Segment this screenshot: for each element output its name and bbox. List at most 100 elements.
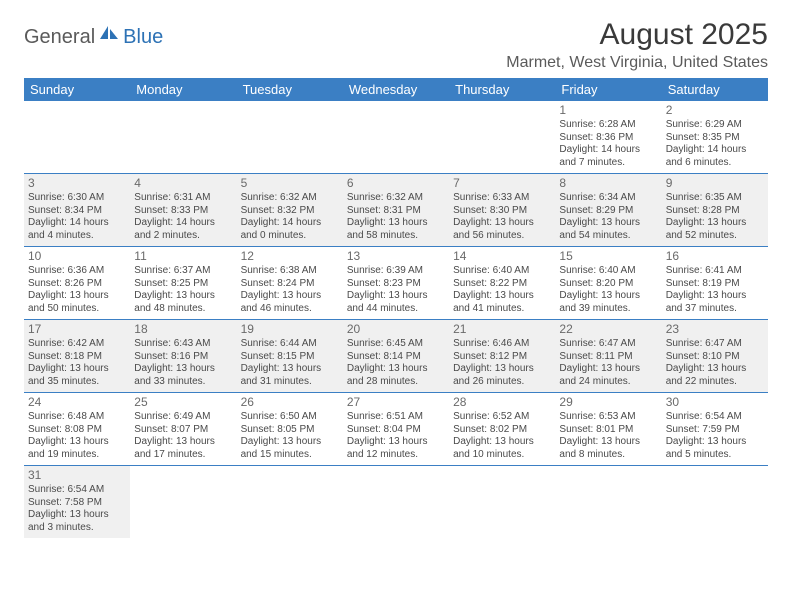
day-sunset: Sunset: 8:16 PM	[134, 351, 232, 364]
day-number: 14	[453, 249, 551, 264]
day-number: 22	[559, 322, 657, 337]
day-daylight1: Daylight: 13 hours	[241, 436, 339, 449]
day-daylight1: Daylight: 13 hours	[28, 363, 126, 376]
empty-cell	[237, 466, 343, 538]
day-cell: 5Sunrise: 6:32 AMSunset: 8:32 PMDaylight…	[237, 174, 343, 246]
day-cell: 7Sunrise: 6:33 AMSunset: 8:30 PMDaylight…	[449, 174, 555, 246]
day-daylight2: and 48 minutes.	[134, 303, 232, 316]
day-daylight1: Daylight: 13 hours	[666, 436, 764, 449]
day-header: Saturday	[662, 78, 768, 101]
day-sunrise: Sunrise: 6:40 AM	[453, 265, 551, 278]
day-sunrise: Sunrise: 6:42 AM	[28, 338, 126, 351]
day-daylight1: Daylight: 13 hours	[453, 290, 551, 303]
day-cell: 6Sunrise: 6:32 AMSunset: 8:31 PMDaylight…	[343, 174, 449, 246]
day-number: 6	[347, 176, 445, 191]
day-number: 5	[241, 176, 339, 191]
day-daylight1: Daylight: 13 hours	[347, 217, 445, 230]
empty-cell	[555, 466, 661, 538]
day-cell: 11Sunrise: 6:37 AMSunset: 8:25 PMDayligh…	[130, 247, 236, 319]
day-sunset: Sunset: 8:30 PM	[453, 205, 551, 218]
day-number: 4	[134, 176, 232, 191]
day-cell: 23Sunrise: 6:47 AMSunset: 8:10 PMDayligh…	[662, 320, 768, 392]
logo-text-general: General	[24, 26, 95, 49]
day-daylight2: and 22 minutes.	[666, 376, 764, 389]
day-cell: 28Sunrise: 6:52 AMSunset: 8:02 PMDayligh…	[449, 393, 555, 465]
day-cell: 4Sunrise: 6:31 AMSunset: 8:33 PMDaylight…	[130, 174, 236, 246]
day-sunset: Sunset: 8:23 PM	[347, 278, 445, 291]
day-sunset: Sunset: 7:58 PM	[28, 497, 126, 510]
day-daylight1: Daylight: 13 hours	[347, 363, 445, 376]
day-daylight2: and 37 minutes.	[666, 303, 764, 316]
day-cell: 10Sunrise: 6:36 AMSunset: 8:26 PMDayligh…	[24, 247, 130, 319]
day-daylight1: Daylight: 13 hours	[559, 436, 657, 449]
day-sunset: Sunset: 8:10 PM	[666, 351, 764, 364]
day-cell: 17Sunrise: 6:42 AMSunset: 8:18 PMDayligh…	[24, 320, 130, 392]
day-cell: 26Sunrise: 6:50 AMSunset: 8:05 PMDayligh…	[237, 393, 343, 465]
day-number: 31	[28, 468, 126, 483]
day-number: 27	[347, 395, 445, 410]
day-sunrise: Sunrise: 6:47 AM	[559, 338, 657, 351]
day-cell: 15Sunrise: 6:40 AMSunset: 8:20 PMDayligh…	[555, 247, 661, 319]
day-sunset: Sunset: 8:22 PM	[453, 278, 551, 291]
day-cell: 19Sunrise: 6:44 AMSunset: 8:15 PMDayligh…	[237, 320, 343, 392]
day-sunrise: Sunrise: 6:32 AM	[241, 192, 339, 205]
day-daylight2: and 3 minutes.	[28, 522, 126, 535]
day-number: 10	[28, 249, 126, 264]
day-number: 2	[666, 103, 764, 118]
day-number: 26	[241, 395, 339, 410]
day-cell: 8Sunrise: 6:34 AMSunset: 8:29 PMDaylight…	[555, 174, 661, 246]
day-sunrise: Sunrise: 6:53 AM	[559, 411, 657, 424]
day-daylight2: and 6 minutes.	[666, 157, 764, 170]
day-number: 23	[666, 322, 764, 337]
day-daylight1: Daylight: 13 hours	[559, 363, 657, 376]
empty-cell	[343, 466, 449, 538]
day-number: 1	[559, 103, 657, 118]
day-sunrise: Sunrise: 6:41 AM	[666, 265, 764, 278]
day-sunrise: Sunrise: 6:33 AM	[453, 192, 551, 205]
day-daylight2: and 4 minutes.	[28, 230, 126, 243]
day-sunset: Sunset: 8:05 PM	[241, 424, 339, 437]
day-daylight2: and 5 minutes.	[666, 449, 764, 462]
day-cell: 16Sunrise: 6:41 AMSunset: 8:19 PMDayligh…	[662, 247, 768, 319]
empty-cell	[449, 466, 555, 538]
calendar-page: General Blue August 2025 Marmet, West Vi…	[0, 0, 792, 556]
day-daylight2: and 41 minutes.	[453, 303, 551, 316]
day-number: 30	[666, 395, 764, 410]
day-daylight2: and 17 minutes.	[134, 449, 232, 462]
day-number: 8	[559, 176, 657, 191]
day-daylight2: and 24 minutes.	[559, 376, 657, 389]
day-daylight2: and 8 minutes.	[559, 449, 657, 462]
day-sunset: Sunset: 8:33 PM	[134, 205, 232, 218]
day-header: Thursday	[449, 78, 555, 101]
day-daylight1: Daylight: 14 hours	[134, 217, 232, 230]
day-cell: 2Sunrise: 6:29 AMSunset: 8:35 PMDaylight…	[662, 101, 768, 173]
day-number: 16	[666, 249, 764, 264]
day-sunset: Sunset: 8:14 PM	[347, 351, 445, 364]
day-cell: 9Sunrise: 6:35 AMSunset: 8:28 PMDaylight…	[662, 174, 768, 246]
week-row: 1Sunrise: 6:28 AMSunset: 8:36 PMDaylight…	[24, 101, 768, 174]
day-sunrise: Sunrise: 6:49 AM	[134, 411, 232, 424]
location-subtitle: Marmet, West Virginia, United States	[506, 54, 768, 72]
title-block: August 2025 Marmet, West Virginia, Unite…	[506, 18, 768, 72]
day-sunrise: Sunrise: 6:35 AM	[666, 192, 764, 205]
day-daylight1: Daylight: 13 hours	[559, 217, 657, 230]
day-cell: 27Sunrise: 6:51 AMSunset: 8:04 PMDayligh…	[343, 393, 449, 465]
day-sunset: Sunset: 8:31 PM	[347, 205, 445, 218]
day-number: 13	[347, 249, 445, 264]
day-daylight1: Daylight: 13 hours	[347, 290, 445, 303]
day-sunrise: Sunrise: 6:30 AM	[28, 192, 126, 205]
day-daylight1: Daylight: 13 hours	[28, 436, 126, 449]
empty-cell	[130, 466, 236, 538]
day-cell: 25Sunrise: 6:49 AMSunset: 8:07 PMDayligh…	[130, 393, 236, 465]
day-daylight1: Daylight: 14 hours	[666, 144, 764, 157]
day-cell: 22Sunrise: 6:47 AMSunset: 8:11 PMDayligh…	[555, 320, 661, 392]
day-daylight2: and 0 minutes.	[241, 230, 339, 243]
day-sunrise: Sunrise: 6:36 AM	[28, 265, 126, 278]
header: General Blue August 2025 Marmet, West Vi…	[24, 18, 768, 72]
day-number: 19	[241, 322, 339, 337]
day-sunset: Sunset: 8:24 PM	[241, 278, 339, 291]
day-number: 20	[347, 322, 445, 337]
day-sunset: Sunset: 8:07 PM	[134, 424, 232, 437]
day-cell: 14Sunrise: 6:40 AMSunset: 8:22 PMDayligh…	[449, 247, 555, 319]
day-sunrise: Sunrise: 6:46 AM	[453, 338, 551, 351]
